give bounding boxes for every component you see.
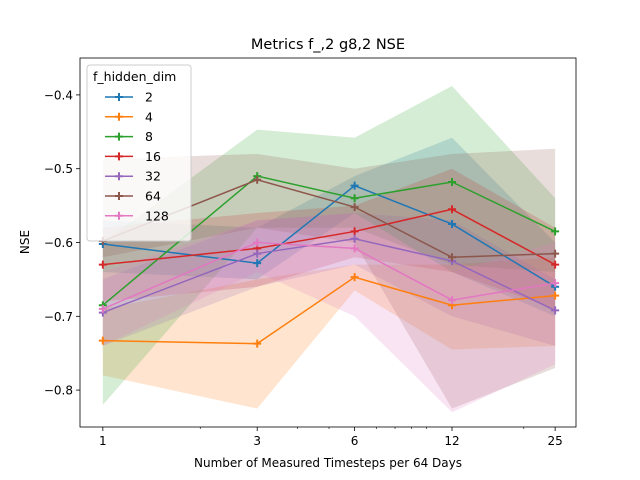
point-series-16-x-25 xyxy=(551,260,560,269)
legend-marker-128 xyxy=(115,211,123,220)
point-series-8-x-12 xyxy=(448,177,457,186)
legend-label-128: 128 xyxy=(145,208,169,223)
plot-area: 1 3 6 12 25 −0.8 −0.7 −0.6 −0.5 −0.4 xyxy=(44,57,577,448)
legend-title: f_hidden_dim xyxy=(93,69,176,84)
legend-marker-4 xyxy=(115,112,123,121)
point-series-64-x-3 xyxy=(253,175,262,184)
point-series-16-x-1 xyxy=(98,260,107,269)
point-series-32-x-6 xyxy=(350,234,359,243)
x-tick-label-12: 12 xyxy=(444,434,459,448)
band-series-16 xyxy=(102,168,556,309)
point-series-2-x-6 xyxy=(350,181,359,190)
band-series-2 xyxy=(102,137,556,317)
point-series-4-x-3 xyxy=(253,339,262,348)
legend-marker-8 xyxy=(115,132,123,141)
legend-label-8: 8 xyxy=(145,129,153,144)
band-series-8 xyxy=(102,86,556,405)
point-series-32-x-25 xyxy=(551,306,560,315)
point-series-64-x-12 xyxy=(448,253,457,262)
point-series-4-x-6 xyxy=(350,273,359,282)
legend: f_hidden_dim 2 4 8 16 32 64 128 xyxy=(86,64,192,242)
point-series-128-x-12 xyxy=(448,296,457,305)
point-series-16-x-12 xyxy=(448,205,457,214)
point-series-32-x-3 xyxy=(253,249,262,258)
x-axis-label: Number of Measured Timesteps per 64 Days xyxy=(194,456,462,470)
y-tick-label-−0.6: −0.6 xyxy=(44,236,73,250)
y-tick-label-−0.7: −0.7 xyxy=(44,310,73,324)
point-series-64-x-6 xyxy=(350,203,359,212)
x-tick-label-25: 25 xyxy=(548,434,563,448)
legend-box xyxy=(86,64,192,242)
legend-label-32: 32 xyxy=(145,169,161,184)
point-series-64-x-25 xyxy=(551,249,560,258)
legend-label-16: 16 xyxy=(145,149,161,164)
point-series-16-x-6 xyxy=(350,227,359,236)
legend-marker-16 xyxy=(115,152,123,161)
band-series-32 xyxy=(102,212,556,346)
x-tick-label-6: 6 xyxy=(351,434,359,448)
point-series-128-x-6 xyxy=(350,244,359,253)
point-series-4-x-1 xyxy=(98,336,107,345)
y-tick-label-−0.4: −0.4 xyxy=(44,88,73,102)
legend-label-4: 4 xyxy=(145,109,153,124)
point-series-4-x-25 xyxy=(551,291,560,300)
band-series-64 xyxy=(102,148,556,409)
legend-marker-32 xyxy=(115,172,123,181)
point-series-128-x-3 xyxy=(253,238,262,247)
x-tick-label-1: 1 xyxy=(99,434,107,448)
legend-label-64: 64 xyxy=(145,189,161,204)
point-series-128-x-1 xyxy=(98,304,107,313)
point-series-128-x-25 xyxy=(551,279,560,288)
point-series-8-x-6 xyxy=(350,194,359,203)
y-tick-label-−0.8: −0.8 xyxy=(44,384,73,398)
legend-marker-2 xyxy=(115,93,123,101)
point-series-2-x-3 xyxy=(253,259,262,268)
chart-title: Metrics f_,2 g8,2 NSE xyxy=(251,37,405,53)
legend-label-2: 2 xyxy=(145,90,153,105)
y-axis-label: NSE xyxy=(18,230,32,254)
x-tick-label-3: 3 xyxy=(253,434,261,448)
point-series-8-x-25 xyxy=(551,227,560,236)
y-tick-label-−0.5: −0.5 xyxy=(44,162,73,176)
band-series-128 xyxy=(102,212,556,413)
point-series-2-x-12 xyxy=(448,220,457,229)
legend-marker-64 xyxy=(115,192,123,200)
